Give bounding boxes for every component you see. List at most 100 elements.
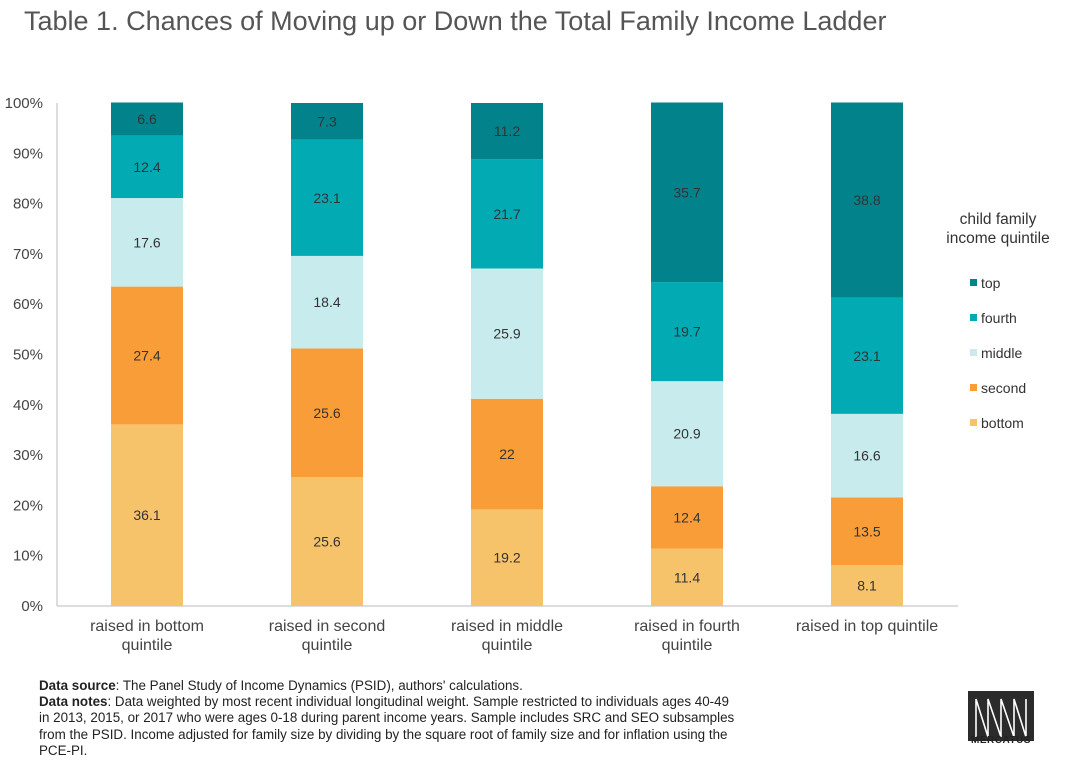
bars: 36.1 27.4 17.6 12.4 6.6 25.6 25.6 18.4 23.1 7.3 19…	[111, 102, 903, 606]
bar-segment-middle	[291, 255, 363, 349]
legend-label: middle	[981, 345, 1022, 361]
legend-swatch	[970, 419, 977, 426]
data-label: 21.7	[493, 206, 520, 222]
legend-swatch	[970, 349, 977, 356]
bar-segment-middle	[831, 413, 903, 498]
data-notes-text: : Data weighted by most recent individua…	[39, 694, 735, 758]
y-tick-label: 30%	[13, 447, 43, 464]
x-tick-label: raised in fourth	[634, 618, 740, 635]
y-tick-label: 20%	[13, 497, 43, 514]
data-label: 19.2	[493, 550, 520, 566]
data-label: 11.2	[494, 123, 520, 139]
x-tick-label: raised in second	[269, 618, 386, 635]
data-label: 25.6	[313, 405, 340, 421]
data-source-label: Data source	[39, 678, 116, 693]
legend: child family income quintile top fourth midd…	[946, 211, 1049, 431]
data-label: 7.3	[317, 113, 337, 129]
bar-segment-top	[471, 103, 543, 160]
bar-segment-fourth	[291, 139, 363, 256]
bar-segment-second	[291, 348, 363, 478]
data-source-line: Data source: The Panel Study of Income D…	[39, 678, 739, 694]
x-tick-label: raised in bottom	[90, 618, 204, 635]
bar-segment-second	[831, 497, 903, 566]
data-label: 6.6	[137, 111, 157, 127]
bar-segment-second	[111, 286, 183, 425]
legend-label: second	[981, 380, 1026, 396]
chart-title: Table 1. Chances of Moving up or Down th…	[24, 6, 887, 36]
data-label: 17.6	[133, 234, 160, 250]
bar-segment-middle	[471, 268, 543, 399]
legend-label: top	[981, 275, 1001, 291]
bar-segment-middle	[651, 381, 723, 487]
bar-segment-middle	[111, 198, 183, 287]
x-tick-label: quintile	[662, 637, 713, 654]
y-tick-label: 50%	[13, 347, 43, 364]
legend-item-bottom: bottom	[970, 415, 1024, 431]
bar-segment-fourth	[111, 135, 183, 199]
data-label: 35.7	[673, 184, 700, 200]
bar-segment-fourth	[831, 297, 903, 414]
data-label: 25.6	[313, 534, 340, 550]
mercatus-logo-icon	[968, 691, 1034, 741]
legend-title: child family	[960, 211, 1037, 228]
bar-segment-bottom	[291, 477, 363, 606]
bar-stack: 11.4 12.4 20.9 19.7 35.7	[651, 102, 723, 606]
data-label: 12.4	[133, 159, 160, 175]
data-label: 13.5	[853, 523, 880, 539]
bar-stack: 36.1 27.4 17.6 12.4 6.6	[111, 102, 183, 606]
data-notes: Data source: The Panel Study of Income D…	[39, 678, 739, 759]
y-tick-label: 90%	[13, 145, 43, 162]
data-label: 18.4	[313, 294, 340, 310]
data-label: 20.9	[673, 426, 700, 442]
bar-stack: 19.2 22 25.9 21.7 11.2	[471, 103, 543, 606]
data-notes-label: Data notes	[39, 694, 108, 710]
data-label: 8.1	[857, 578, 877, 594]
data-label: 16.6	[853, 448, 880, 464]
x-tick-label: raised in top quintile	[796, 618, 938, 635]
data-label: 25.9	[493, 326, 520, 342]
data-source-text: : The Panel Study of Income Dynamics (PS…	[115, 678, 523, 693]
data-label: 23.1	[853, 348, 880, 364]
x-axis: raised in bottom quintile raised in second…	[90, 618, 938, 654]
legend-item-second: second	[970, 380, 1026, 396]
y-tick-label: 40%	[13, 397, 43, 414]
data-label: 22	[499, 446, 515, 462]
bar-segment-second	[471, 398, 543, 510]
logo-text: MERCATUS	[971, 735, 1031, 746]
data-label: 12.4	[673, 509, 700, 525]
data-label: 19.7	[673, 324, 700, 340]
x-tick-label: quintile	[302, 637, 353, 654]
data-label: 27.4	[133, 348, 160, 364]
data-label: 36.1	[133, 507, 160, 523]
bar-segment-fourth	[651, 282, 723, 382]
y-tick-label: 60%	[13, 296, 43, 313]
y-tick-label: 0%	[21, 598, 43, 615]
legend-label: bottom	[981, 415, 1024, 431]
bar-segment-top	[111, 102, 183, 136]
legend-item-middle: middle	[970, 345, 1022, 361]
data-label: 23.1	[313, 190, 340, 206]
bar-segment-bottom	[111, 424, 183, 606]
bar-segment-top	[651, 102, 723, 283]
y-tick-label: 100%	[5, 95, 43, 112]
legend-label: fourth	[981, 310, 1017, 326]
bar-segment-bottom	[471, 509, 543, 606]
x-tick-label: raised in middle	[451, 618, 563, 635]
data-label: 38.8	[853, 192, 880, 208]
legend-item-fourth: fourth	[970, 310, 1017, 326]
y-tick-label: 70%	[13, 246, 43, 263]
bar-segment-bottom	[831, 565, 903, 606]
data-notes-line: Data notes: Data weighted by most recent…	[39, 694, 739, 759]
stacked-bar-chart: 0% 10% 20% 30% 40% 50% 60% 70% 80% 90% 100% 36.1 27…	[5, 95, 1050, 654]
y-tick-label: 10%	[13, 548, 43, 565]
y-tick-label: 80%	[13, 196, 43, 213]
legend-item-top: top	[970, 275, 1001, 291]
bar-segment-second	[651, 486, 723, 549]
bar-segment-fourth	[471, 159, 543, 269]
legend-swatch	[970, 314, 977, 321]
legend-swatch	[970, 279, 977, 286]
legend-title: income quintile	[946, 230, 1049, 247]
data-label: 11.4	[674, 569, 700, 585]
x-tick-label: quintile	[122, 637, 173, 654]
bar-segment-top	[291, 103, 363, 140]
